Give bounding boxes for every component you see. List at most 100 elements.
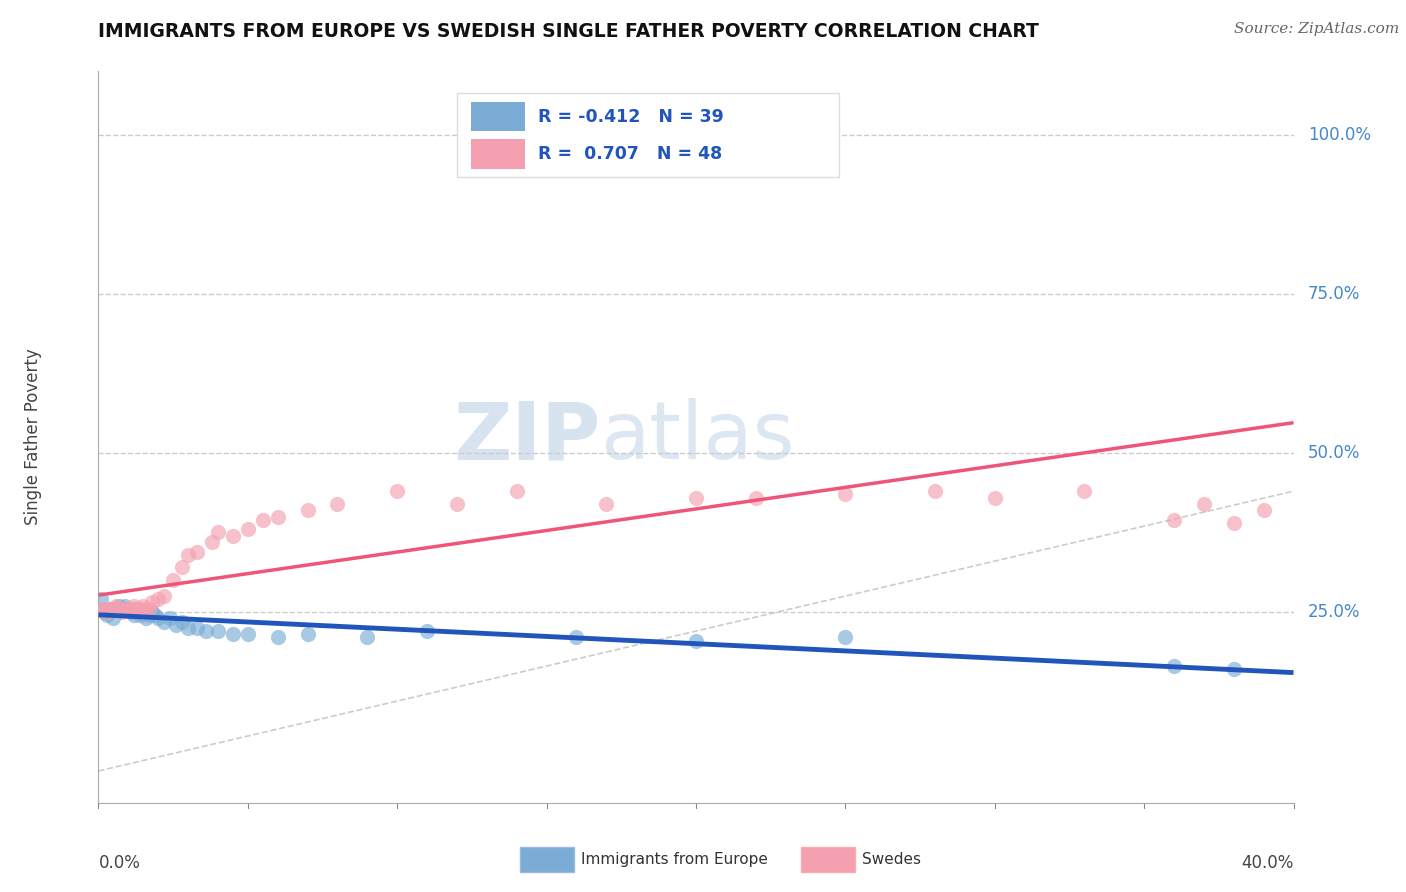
Point bbox=[236, 627, 259, 641]
Point bbox=[135, 602, 157, 616]
Point bbox=[416, 624, 439, 638]
Point bbox=[114, 599, 136, 613]
Text: Single Father Poverty: Single Father Poverty bbox=[24, 349, 42, 525]
Point bbox=[506, 484, 529, 499]
Text: 40.0%: 40.0% bbox=[1241, 854, 1294, 872]
Point bbox=[595, 497, 617, 511]
Point bbox=[105, 602, 128, 616]
Point bbox=[222, 627, 245, 641]
Point bbox=[1192, 497, 1215, 511]
Point bbox=[141, 605, 163, 619]
Point bbox=[120, 602, 142, 616]
Point bbox=[1223, 516, 1246, 530]
Point bbox=[132, 599, 155, 613]
Point bbox=[129, 608, 152, 623]
Point bbox=[194, 624, 218, 638]
Point bbox=[924, 484, 946, 499]
Text: 75.0%: 75.0% bbox=[1308, 285, 1360, 303]
Point bbox=[148, 611, 170, 625]
Point bbox=[90, 602, 112, 616]
Text: atlas: atlas bbox=[600, 398, 794, 476]
Point bbox=[114, 602, 136, 616]
Point bbox=[685, 491, 707, 505]
Point bbox=[172, 560, 194, 574]
Point bbox=[1163, 513, 1185, 527]
Point bbox=[132, 605, 155, 619]
Point bbox=[127, 602, 149, 616]
Point bbox=[120, 605, 142, 619]
Point bbox=[297, 627, 319, 641]
Point bbox=[96, 605, 118, 619]
Point bbox=[98, 602, 122, 616]
Point bbox=[129, 602, 152, 616]
Point bbox=[127, 602, 149, 616]
Point bbox=[177, 548, 200, 562]
Text: IMMIGRANTS FROM EUROPE VS SWEDISH SINGLE FATHER POVERTY CORRELATION CHART: IMMIGRANTS FROM EUROPE VS SWEDISH SINGLE… bbox=[98, 22, 1039, 41]
Point bbox=[96, 608, 118, 623]
Text: Swedes: Swedes bbox=[862, 853, 921, 867]
Point bbox=[236, 522, 259, 536]
Point bbox=[93, 602, 115, 616]
Point bbox=[153, 615, 176, 629]
Point bbox=[159, 611, 181, 625]
Point bbox=[141, 595, 163, 609]
Point bbox=[135, 611, 157, 625]
Point bbox=[103, 602, 125, 616]
Point bbox=[446, 497, 468, 511]
Point bbox=[201, 535, 224, 549]
Text: 0.0%: 0.0% bbox=[98, 854, 141, 872]
Point bbox=[143, 608, 166, 623]
Point bbox=[207, 624, 229, 638]
Point bbox=[124, 608, 146, 623]
Point bbox=[1163, 659, 1185, 673]
Point bbox=[1253, 503, 1275, 517]
Point bbox=[108, 602, 131, 616]
Point bbox=[98, 602, 122, 616]
Point bbox=[745, 491, 768, 505]
Point bbox=[267, 631, 290, 645]
Point bbox=[1073, 484, 1095, 499]
Point bbox=[117, 602, 139, 616]
Point bbox=[103, 611, 125, 625]
Point bbox=[356, 631, 378, 645]
Point bbox=[117, 602, 139, 616]
Text: Immigrants from Europe: Immigrants from Europe bbox=[581, 853, 768, 867]
Point bbox=[165, 617, 187, 632]
Point bbox=[93, 605, 115, 619]
Text: ZIP: ZIP bbox=[453, 398, 600, 476]
Point bbox=[267, 509, 290, 524]
Text: R = -0.412   N = 39: R = -0.412 N = 39 bbox=[538, 108, 724, 126]
Point bbox=[111, 605, 134, 619]
Point bbox=[90, 592, 112, 607]
Point bbox=[252, 513, 274, 527]
Point bbox=[138, 608, 160, 623]
Point bbox=[207, 525, 229, 540]
Text: 50.0%: 50.0% bbox=[1308, 444, 1360, 462]
Point bbox=[108, 599, 131, 613]
Point bbox=[1223, 662, 1246, 676]
FancyBboxPatch shape bbox=[471, 139, 524, 169]
Point bbox=[297, 503, 319, 517]
Point bbox=[834, 631, 856, 645]
Point bbox=[111, 602, 134, 616]
Point bbox=[326, 497, 349, 511]
Text: 25.0%: 25.0% bbox=[1308, 603, 1361, 621]
Point bbox=[148, 592, 170, 607]
Point bbox=[685, 633, 707, 648]
Point bbox=[138, 602, 160, 616]
Point bbox=[186, 621, 208, 635]
FancyBboxPatch shape bbox=[457, 94, 839, 178]
Point bbox=[385, 484, 409, 499]
Text: Source: ZipAtlas.com: Source: ZipAtlas.com bbox=[1233, 22, 1399, 37]
Text: 100.0%: 100.0% bbox=[1308, 126, 1371, 144]
Point bbox=[186, 544, 208, 558]
Point bbox=[105, 599, 128, 613]
Point bbox=[124, 599, 146, 613]
Point bbox=[834, 487, 856, 501]
Point bbox=[172, 615, 194, 629]
Point bbox=[162, 573, 184, 587]
Point bbox=[153, 589, 176, 603]
Point bbox=[983, 491, 1005, 505]
Point bbox=[177, 621, 200, 635]
Point bbox=[565, 631, 588, 645]
